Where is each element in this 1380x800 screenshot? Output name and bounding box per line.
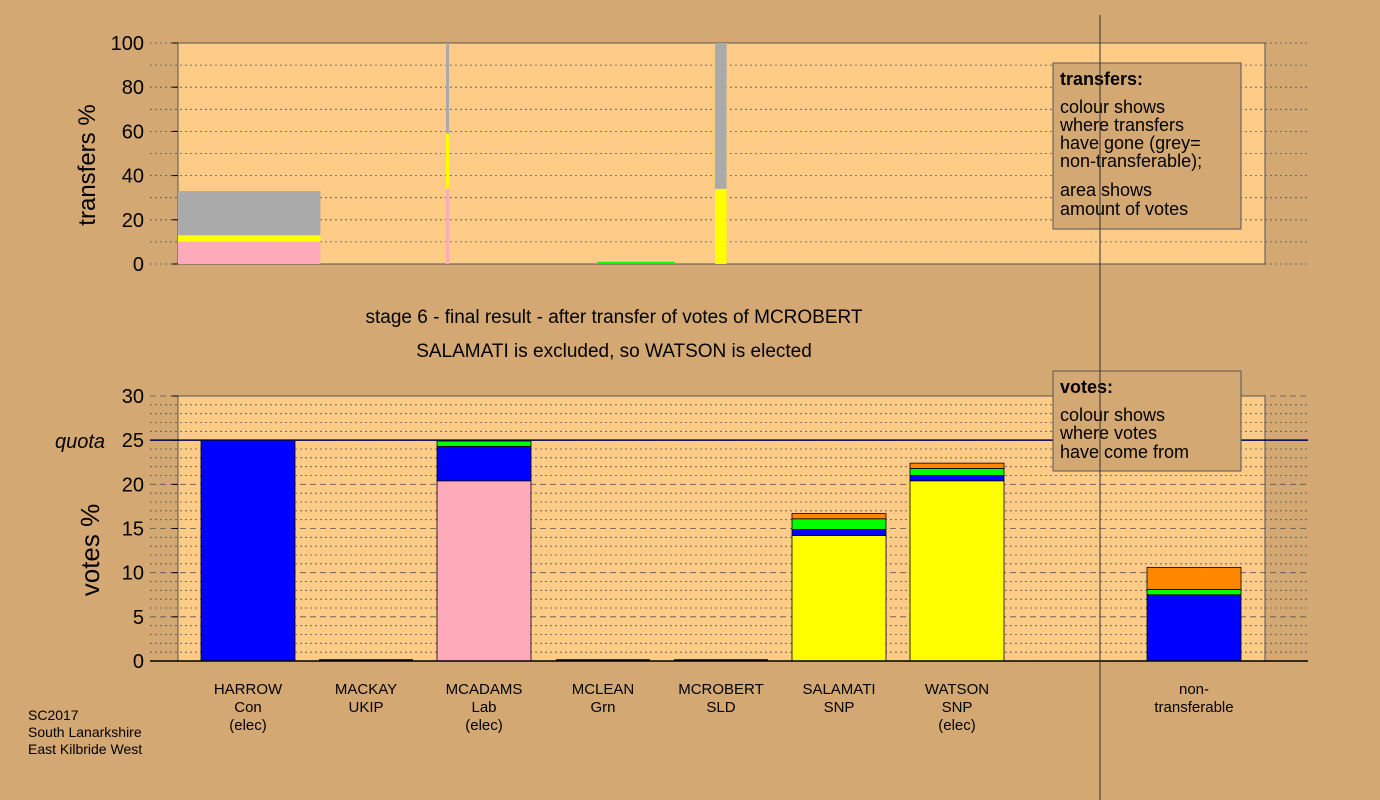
votes-tick-label: 15 bbox=[122, 519, 144, 541]
transfers-bars bbox=[178, 43, 727, 264]
category-label: SNP bbox=[824, 699, 855, 716]
footer-line-3: East Kilbride West bbox=[28, 741, 142, 757]
transfers-legend-line-1: colour shows bbox=[1060, 97, 1165, 117]
category-label: MCLEAN bbox=[572, 681, 635, 698]
votes-legend-line-1: colour shows bbox=[1060, 405, 1165, 425]
vote-segment bbox=[791, 513, 887, 520]
vote-segment bbox=[436, 480, 532, 662]
votes-tick-label: 25 bbox=[122, 430, 144, 452]
category-label: non- bbox=[1179, 681, 1209, 698]
category-label: MACKAY bbox=[335, 681, 397, 698]
transfers-tick-label: 100 bbox=[111, 33, 144, 55]
votes-bars bbox=[200, 439, 1242, 662]
vote-segment bbox=[791, 535, 887, 662]
votes-legend-title: votes: bbox=[1060, 377, 1113, 397]
transfer-segment bbox=[178, 241, 321, 264]
category-label: (elec) bbox=[465, 717, 503, 734]
vote-segment bbox=[1146, 589, 1242, 596]
vote-segment bbox=[1146, 566, 1242, 590]
transfers-tick-label: 0 bbox=[133, 254, 144, 276]
category-label: (elec) bbox=[229, 717, 267, 734]
transfers-tick-label: 20 bbox=[122, 210, 144, 232]
transfer-segment bbox=[446, 43, 450, 134]
transfer-segment bbox=[715, 43, 727, 189]
result-caption: SALAMATI is excluded, so WATSON is elect… bbox=[416, 341, 812, 362]
transfers-tick-label: 80 bbox=[122, 77, 144, 99]
vote-segment bbox=[1146, 594, 1242, 662]
category-label: MCROBERT bbox=[678, 681, 764, 698]
votes-legend: votes: colour shows where votes have com… bbox=[1052, 370, 1242, 472]
vote-segment bbox=[791, 518, 887, 530]
transfer-segment bbox=[715, 188, 727, 264]
vote-segment bbox=[436, 445, 532, 482]
category-label: SNP bbox=[942, 699, 973, 716]
votes-legend-line-3: have come from bbox=[1060, 442, 1189, 462]
transfers-panel: 0 20 40 60 80 100 transfers % transfers: colo… bbox=[74, 33, 1308, 276]
transfer-segment bbox=[446, 188, 450, 264]
vote-segment bbox=[200, 439, 296, 662]
transfers-legend-line-4: non-transferable); bbox=[1060, 151, 1202, 171]
transfers-y-axis-label: transfers % bbox=[74, 104, 101, 225]
votes-y-axis-label: votes % bbox=[75, 504, 105, 597]
category-labels: HARROWCon(elec)MACKAYUKIPMCADAMSLab(elec… bbox=[214, 681, 1234, 734]
vote-segment bbox=[909, 468, 1005, 476]
footer-line-2: South Lanarkshire bbox=[28, 724, 142, 740]
category-label: WATSON bbox=[925, 681, 989, 698]
category-label: UKIP bbox=[348, 699, 383, 716]
transfers-legend-line-6: amount of votes bbox=[1060, 199, 1188, 219]
category-label: (elec) bbox=[938, 717, 976, 734]
vote-segment bbox=[909, 462, 1005, 469]
category-label: Lab bbox=[471, 699, 496, 716]
votes-legend-box bbox=[1052, 370, 1242, 472]
transfer-segment bbox=[178, 235, 321, 242]
transfer-segment bbox=[597, 261, 675, 264]
transfers-legend-line-2: where transfers bbox=[1059, 115, 1184, 135]
transfers-legend: transfers: colour shows where transfers … bbox=[1052, 62, 1242, 230]
transfers-tick-label: 40 bbox=[122, 166, 144, 188]
votes-y-ticks: 0 5 10 15 20 25 30 bbox=[122, 386, 178, 673]
category-label: HARROW bbox=[214, 681, 283, 698]
category-label: SLD bbox=[706, 699, 735, 716]
category-label: MCADAMS bbox=[446, 681, 523, 698]
votes-tick-label: 30 bbox=[122, 386, 144, 408]
votes-tick-label: 0 bbox=[133, 651, 144, 673]
transfers-y-ticks: 0 20 40 60 80 100 bbox=[111, 33, 178, 276]
transfers-legend-line-5: area shows bbox=[1060, 180, 1152, 200]
quota-label: quota bbox=[55, 431, 105, 453]
vote-segment bbox=[909, 475, 1005, 482]
votes-tick-label: 10 bbox=[122, 563, 144, 585]
category-label: transferable bbox=[1154, 699, 1233, 716]
transfers-legend-title: transfers: bbox=[1060, 69, 1143, 89]
vote-segment bbox=[909, 480, 1005, 662]
footer-line-1: SC2017 bbox=[28, 707, 79, 723]
votes-tick-label: 5 bbox=[133, 607, 144, 629]
transfers-legend-box bbox=[1052, 62, 1242, 230]
votes-tick-label: 20 bbox=[122, 474, 144, 496]
transfers-legend-line-3: have gone (grey= bbox=[1060, 133, 1201, 153]
transfer-segment bbox=[446, 133, 450, 189]
category-label: SALAMATI bbox=[802, 681, 875, 698]
stage-caption: stage 6 - final result - after transfer … bbox=[366, 307, 863, 328]
vote-segment bbox=[791, 528, 887, 536]
transfer-segment bbox=[178, 191, 321, 236]
transfers-tick-label: 60 bbox=[122, 121, 144, 143]
votes-legend-line-2: where votes bbox=[1059, 423, 1157, 443]
category-label: Con bbox=[234, 699, 262, 716]
category-label: Grn bbox=[590, 699, 615, 716]
vote-segment bbox=[436, 440, 532, 447]
